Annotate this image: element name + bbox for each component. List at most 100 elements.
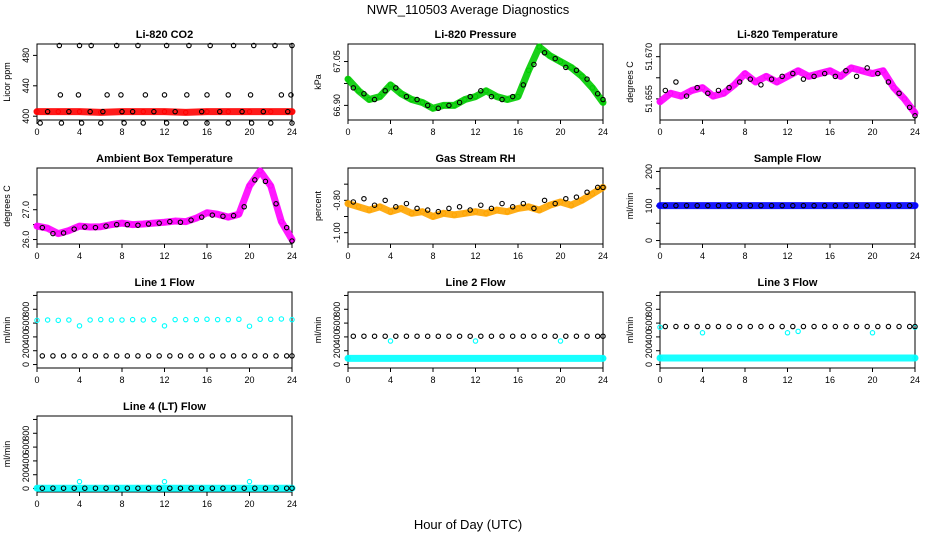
- x-tick-label: 8: [742, 127, 747, 137]
- data-point: [119, 108, 125, 115]
- data-point: [225, 316, 232, 323]
- data-point: [44, 108, 51, 115]
- data-point: [414, 96, 420, 103]
- data-point: [76, 478, 83, 485]
- data-point: [121, 120, 127, 126]
- data-point: [424, 333, 431, 339]
- data-point: [350, 85, 357, 91]
- data-point: [241, 203, 247, 210]
- y-axis-label: degrees C: [2, 185, 12, 227]
- data-point: [694, 84, 700, 91]
- data-point: [188, 353, 194, 359]
- y-axis-label: ml/min: [313, 317, 323, 344]
- data-point: [891, 84, 897, 91]
- data-point: [387, 82, 394, 88]
- data-point: [715, 87, 722, 94]
- data-point: [462, 210, 468, 216]
- data-point: [289, 42, 295, 49]
- data-point: [483, 88, 489, 94]
- x-tick-label: 16: [513, 127, 523, 137]
- y-tick-label: 400: [644, 329, 654, 344]
- data-point: [260, 108, 267, 115]
- data-point: [217, 108, 223, 115]
- data-point: [151, 108, 157, 115]
- x-tick-label: 24: [910, 127, 920, 137]
- data-point: [885, 79, 892, 85]
- data-point: [689, 87, 695, 94]
- data-point: [262, 485, 269, 491]
- data-point: [906, 104, 913, 111]
- data-point: [161, 219, 168, 225]
- data-point: [76, 223, 83, 229]
- y-tick-label: 26.0: [21, 231, 31, 249]
- data-point: [198, 353, 205, 359]
- data-point: [472, 208, 479, 215]
- data-point: [225, 120, 232, 126]
- data-point: [252, 177, 258, 183]
- data-point: [288, 92, 294, 98]
- data-point: [129, 108, 136, 115]
- data-point: [768, 76, 775, 82]
- data-point: [39, 485, 46, 491]
- y-tick-label: 600: [21, 316, 31, 331]
- series-1: [33, 108, 296, 116]
- data-point: [71, 485, 77, 491]
- data-point: [103, 353, 109, 359]
- data-point: [821, 323, 828, 330]
- series-2: [656, 354, 919, 362]
- panel-title: Li-820 CO2: [136, 29, 193, 41]
- data-point: [747, 323, 754, 330]
- data-point: [66, 317, 72, 323]
- data-point: [875, 202, 881, 209]
- data-point: [912, 323, 918, 330]
- data-point: [246, 183, 253, 189]
- x-tick-label: 20: [244, 127, 254, 137]
- data-point: [446, 102, 452, 109]
- data-point: [193, 215, 200, 221]
- x-tick-label: 20: [244, 251, 254, 261]
- data-point: [44, 225, 51, 231]
- series-3: [37, 120, 295, 126]
- series-1: [656, 202, 919, 210]
- y-tick-label: 200: [21, 467, 31, 482]
- y-tick-label: 440: [21, 78, 31, 93]
- data-point: [289, 353, 295, 359]
- plot-frame: [36, 415, 293, 493]
- data-point: [252, 485, 258, 491]
- y-axis-label: degrees C: [625, 61, 635, 103]
- y-tick-label: 200: [644, 164, 654, 179]
- y-tick-label: 200: [332, 343, 342, 358]
- data-point: [108, 317, 115, 323]
- series-2: [39, 177, 295, 244]
- series-band: [344, 43, 607, 112]
- data-point: [177, 485, 184, 491]
- plot-frame: [347, 43, 604, 121]
- data-point: [124, 485, 131, 491]
- y-tick-label: 400: [21, 109, 31, 124]
- data-point: [246, 478, 253, 485]
- data-point: [87, 224, 93, 230]
- x-tick-label: 4: [700, 375, 705, 385]
- data-point: [509, 333, 516, 339]
- data-point: [779, 73, 785, 80]
- series-band: [656, 64, 919, 117]
- y-tick-label: -0.80: [332, 190, 342, 211]
- data-point: [273, 201, 279, 207]
- data-point: [230, 42, 237, 49]
- x-tick-label: 20: [555, 375, 565, 385]
- data-point: [573, 194, 580, 200]
- data-point: [92, 224, 99, 231]
- data-point: [790, 323, 796, 330]
- data-point: [92, 485, 99, 491]
- data-point: [557, 58, 564, 65]
- data-point: [345, 76, 351, 82]
- panel-title: Line 3 Flow: [758, 277, 818, 289]
- data-point: [82, 224, 88, 230]
- data-point: [289, 120, 295, 126]
- data-point: [135, 42, 141, 49]
- data-point: [257, 168, 263, 174]
- data-point: [371, 333, 378, 339]
- data-point: [726, 202, 732, 209]
